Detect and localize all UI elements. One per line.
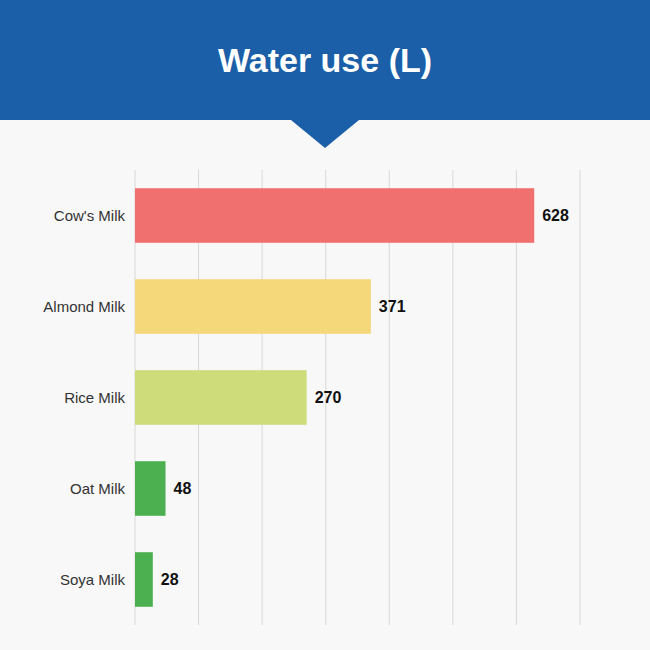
value-label: 628: [542, 207, 569, 224]
bar: [135, 461, 166, 516]
category-label: Cow's Milk: [54, 207, 126, 224]
bars: [135, 188, 534, 607]
chart-title: Water use (L): [218, 41, 432, 79]
grid: [135, 170, 580, 625]
grid-line: [580, 170, 581, 625]
bar: [135, 552, 153, 607]
category-label: Oat Milk: [70, 480, 126, 497]
bar: [135, 279, 371, 334]
bar: [135, 370, 307, 425]
background: [0, 0, 650, 650]
chart-svg: Water use (L) 628 Cow's Milk 371 Almond Milk…: [0, 0, 650, 650]
bar: [135, 188, 534, 243]
chart-root: Water use (L) 628 Cow's Milk 371 Almond Milk…: [0, 0, 650, 650]
value-label: 48: [174, 480, 192, 497]
category-label: Soya Milk: [60, 571, 126, 588]
value-label: 270: [315, 389, 342, 406]
title-banner: [0, 0, 650, 120]
category-label: Rice Milk: [64, 389, 125, 406]
labels: 628 Cow's Milk 371 Almond Milk 270 Rice Milk 4…: [43, 207, 569, 588]
value-label: 28: [161, 571, 179, 588]
category-label: Almond Milk: [43, 298, 125, 315]
value-label: 371: [379, 298, 406, 315]
title-arrow: [291, 120, 359, 148]
